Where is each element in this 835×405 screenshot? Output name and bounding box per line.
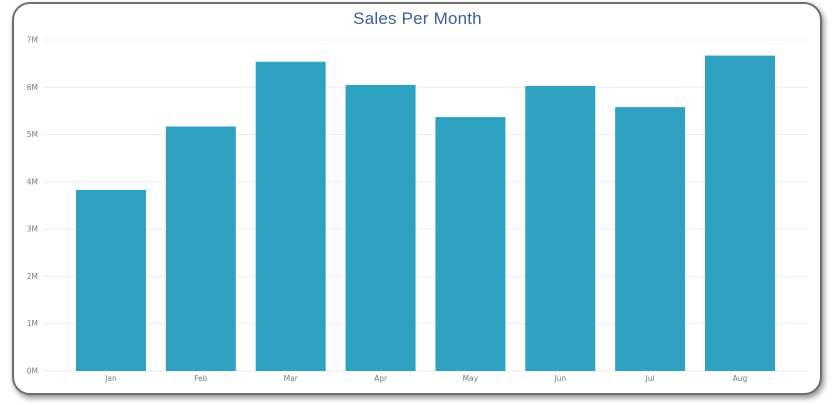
chart-title: Sales Per Month: [353, 9, 482, 28]
y-tick-label: 4M: [27, 177, 38, 186]
y-tick-label: 3M: [27, 225, 38, 234]
grid-lines: [44, 39, 808, 372]
bar-jul[interactable]: [615, 107, 686, 371]
x-tick-label: May: [463, 374, 479, 383]
chart-frame: [12, 2, 822, 395]
bars: [76, 55, 775, 372]
bar-may[interactable]: [435, 117, 506, 371]
bar-aug[interactable]: [705, 55, 775, 372]
x-tick-label: Aug: [733, 374, 748, 383]
bar-apr[interactable]: [345, 84, 416, 372]
x-tick-label: Mar: [284, 374, 299, 383]
bar-jun[interactable]: [525, 85, 596, 372]
x-tick-label: Feb: [194, 374, 208, 383]
bar-jan[interactable]: [76, 189, 146, 371]
y-tick-label: 5M: [27, 130, 38, 139]
bar-feb[interactable]: [165, 126, 236, 371]
y-tick-label: 0M: [27, 367, 38, 376]
y-tick-label: 7M: [27, 36, 38, 45]
x-tick-label: Jan: [104, 374, 117, 383]
bar-mar[interactable]: [255, 61, 326, 371]
y-tick-label: 6M: [27, 83, 38, 92]
y-tick-label: 1M: [27, 319, 38, 328]
y-axis: 0M 1M 2M 3M 4M 5M 6M 7M: [27, 36, 38, 376]
y-tick-label: 2M: [27, 272, 38, 281]
x-tick-label: Jun: [553, 374, 566, 383]
x-axis: Jan Feb Mar Apr May Jun Jul Aug: [104, 374, 747, 383]
x-tick-label: Apr: [374, 374, 388, 383]
x-tick-label: Jul: [645, 374, 655, 383]
